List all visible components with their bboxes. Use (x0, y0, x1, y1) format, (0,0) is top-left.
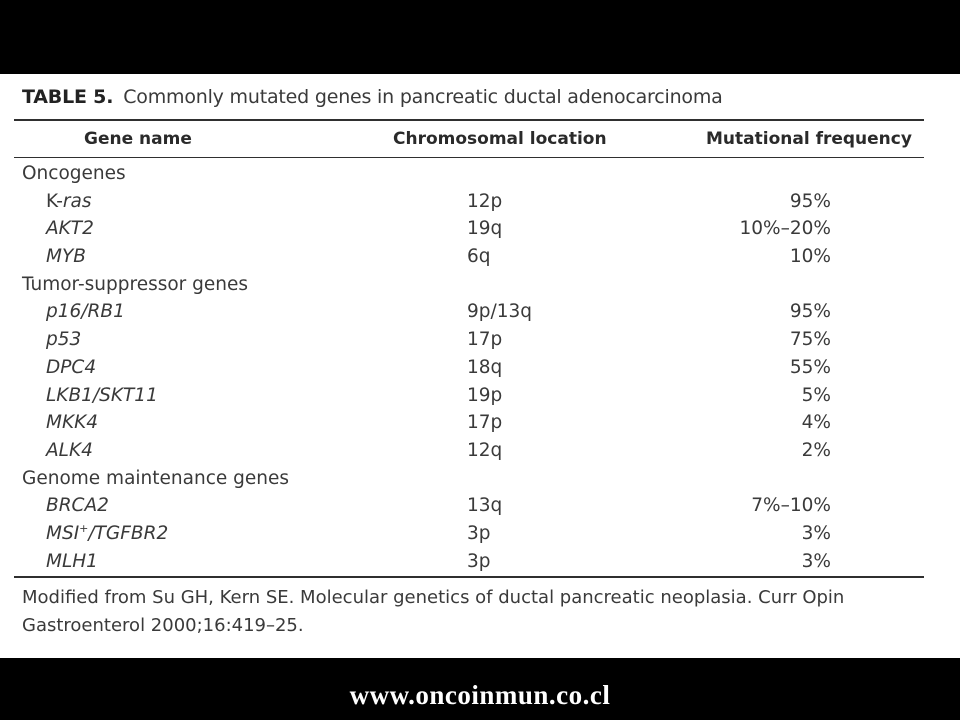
chromosomal-location: 19p (467, 384, 503, 406)
gene-name: MKK4 (46, 412, 98, 434)
chromosomal-location: 13q (467, 495, 503, 517)
gene-name: MSI+/TGFBR2 (46, 521, 169, 544)
table-row: MYB 6q 10% (0, 243, 960, 271)
column-header-chromosomal-location: Chromosomal location (393, 129, 607, 149)
gene-rest: ras (62, 190, 92, 212)
chromosomal-location: 18q (467, 356, 503, 378)
table-row: MSI+/TGFBR2 3p 3% (0, 520, 960, 548)
mutational-frequency: 10% (789, 246, 831, 268)
mutational-frequency: 3% (801, 522, 831, 544)
chromosomal-location: 17p (467, 329, 503, 351)
gene-name: BRCA2 (46, 495, 109, 517)
chromosomal-location: 12p (467, 190, 503, 212)
slide: TABLE 5. Commonly mutated genes in pancre… (0, 74, 960, 658)
gene-name: ALK4 (46, 439, 93, 461)
table-caption: TABLE 5. Commonly mutated genes in pancre… (22, 86, 723, 108)
gene-name: LKB1/SKT11 (46, 384, 158, 406)
chromosomal-location: 12q (467, 439, 503, 461)
superscript-plus: + (79, 521, 89, 535)
section-row-tumor-suppressor-genes: Tumor-suppressor genes (0, 271, 960, 299)
section-label: Genome maintenance genes (22, 467, 289, 489)
chromosomal-location: 17p (467, 412, 503, 434)
mutational-frequency: 3% (801, 550, 831, 572)
website-watermark: www.oncoinmun.co.cl (349, 680, 611, 710)
table-row: K-ras 12p 95% (0, 188, 960, 216)
chromosomal-location: 3p (467, 522, 491, 544)
gene-name: MLH1 (46, 550, 98, 572)
chromosomal-location: 9p/13q (467, 301, 533, 323)
table-row: p53 17p 75% (0, 326, 960, 354)
chromosomal-location: 19q (467, 218, 503, 240)
gene-name: AKT2 (46, 218, 94, 240)
mutational-frequency: 75% (789, 329, 831, 351)
gene-name: p16/RB1 (46, 301, 125, 323)
gene-name: K-ras (46, 188, 91, 216)
column-header-mutational-frequency: Mutational frequency (706, 129, 912, 149)
bottom-rule (14, 576, 924, 578)
table-row: AKT2 19q 10%–20% (0, 215, 960, 243)
column-header-gene-name: Gene name (84, 129, 192, 149)
top-rule (14, 119, 924, 121)
section-row-genome-maintenance-genes: Genome maintenance genes (0, 465, 960, 493)
chromosomal-location: 3p (467, 550, 491, 572)
mutational-frequency: 2% (801, 439, 831, 461)
table-title: Commonly mutated genes in pancreatic duc… (123, 86, 723, 108)
table-row: MKK4 17p 4% (0, 409, 960, 437)
gene-prefix: K- (46, 190, 63, 212)
table-body: Oncogenes K-ras 12p 95% AKT2 19q 10%–20%… (0, 160, 960, 575)
table-row: MLH1 3p 3% (0, 548, 960, 576)
mutational-frequency: 7%–10% (751, 495, 831, 517)
mutational-frequency: 4% (801, 412, 831, 434)
table-row: LKB1/SKT11 19p 5% (0, 382, 960, 410)
gene-name: p53 (46, 329, 82, 351)
section-label: Oncogenes (22, 163, 126, 184)
mutational-frequency: 10%–20% (739, 218, 832, 240)
table-row: ALK4 12q 2% (0, 437, 960, 465)
section-label: Tumor-suppressor genes (22, 273, 249, 295)
mutational-frequency: 55% (789, 356, 831, 378)
table-footnote: Modified from Su GH, Kern SE. Molecular … (22, 587, 845, 636)
mutational-frequency: 95% (789, 190, 831, 212)
table-row: DPC4 18q 55% (0, 354, 960, 382)
header-rule (14, 157, 924, 158)
mutational-frequency: 5% (801, 384, 831, 406)
gene-name: DPC4 (46, 356, 97, 378)
table-header: Gene name Chromosomal location Mutationa… (0, 121, 960, 157)
chromosomal-location: 6q (467, 246, 491, 268)
gene-name: MYB (46, 246, 86, 268)
table-row: p16/RB1 9p/13q 95% (0, 298, 960, 326)
section-row-oncogenes: Oncogenes (0, 160, 960, 188)
table-label: TABLE 5. (22, 86, 114, 108)
table-row: BRCA2 13q 7%–10% (0, 492, 960, 520)
mutational-frequency: 95% (789, 301, 831, 323)
